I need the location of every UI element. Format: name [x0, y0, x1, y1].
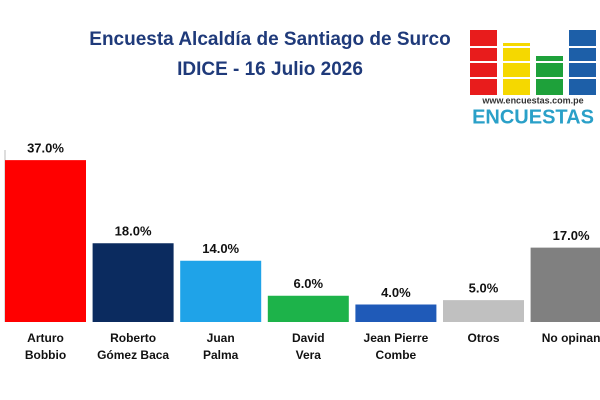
value-label: 5.0% — [469, 281, 499, 296]
bar — [443, 300, 524, 322]
value-label: 14.0% — [202, 241, 239, 256]
x-tick-label: Arturo Bobbio — [24, 331, 67, 362]
x-tick-label: Jean Pierre Combe — [363, 331, 429, 362]
x-tick-label: No opinan — [541, 331, 600, 345]
x-tick-label: Otros — [467, 331, 500, 345]
bar — [5, 160, 86, 322]
logo-url: www.encuestas.com.pe — [481, 95, 583, 105]
value-label: 6.0% — [293, 276, 323, 291]
chart-subtitle: IDICE - 16 Julio 2026 — [177, 59, 363, 80]
x-tick-label: David Vera — [291, 331, 325, 362]
value-label: 17.0% — [553, 228, 590, 243]
x-tick-label: Juan Palma — [203, 331, 239, 362]
value-label: 18.0% — [115, 224, 152, 239]
bar — [92, 243, 174, 322]
value-label: 37.0% — [27, 141, 64, 156]
value-label: 4.0% — [381, 285, 411, 300]
logo-name: ENCUESTAS — [472, 106, 594, 128]
logo — [468, 30, 598, 95]
x-tick-label: Roberto Gómez Baca — [97, 331, 170, 362]
bar — [180, 260, 262, 322]
bar — [267, 295, 349, 322]
bar — [530, 247, 600, 322]
chart-title: Encuesta Alcaldía de Santiago de Surco — [89, 29, 450, 50]
bar — [355, 304, 437, 322]
